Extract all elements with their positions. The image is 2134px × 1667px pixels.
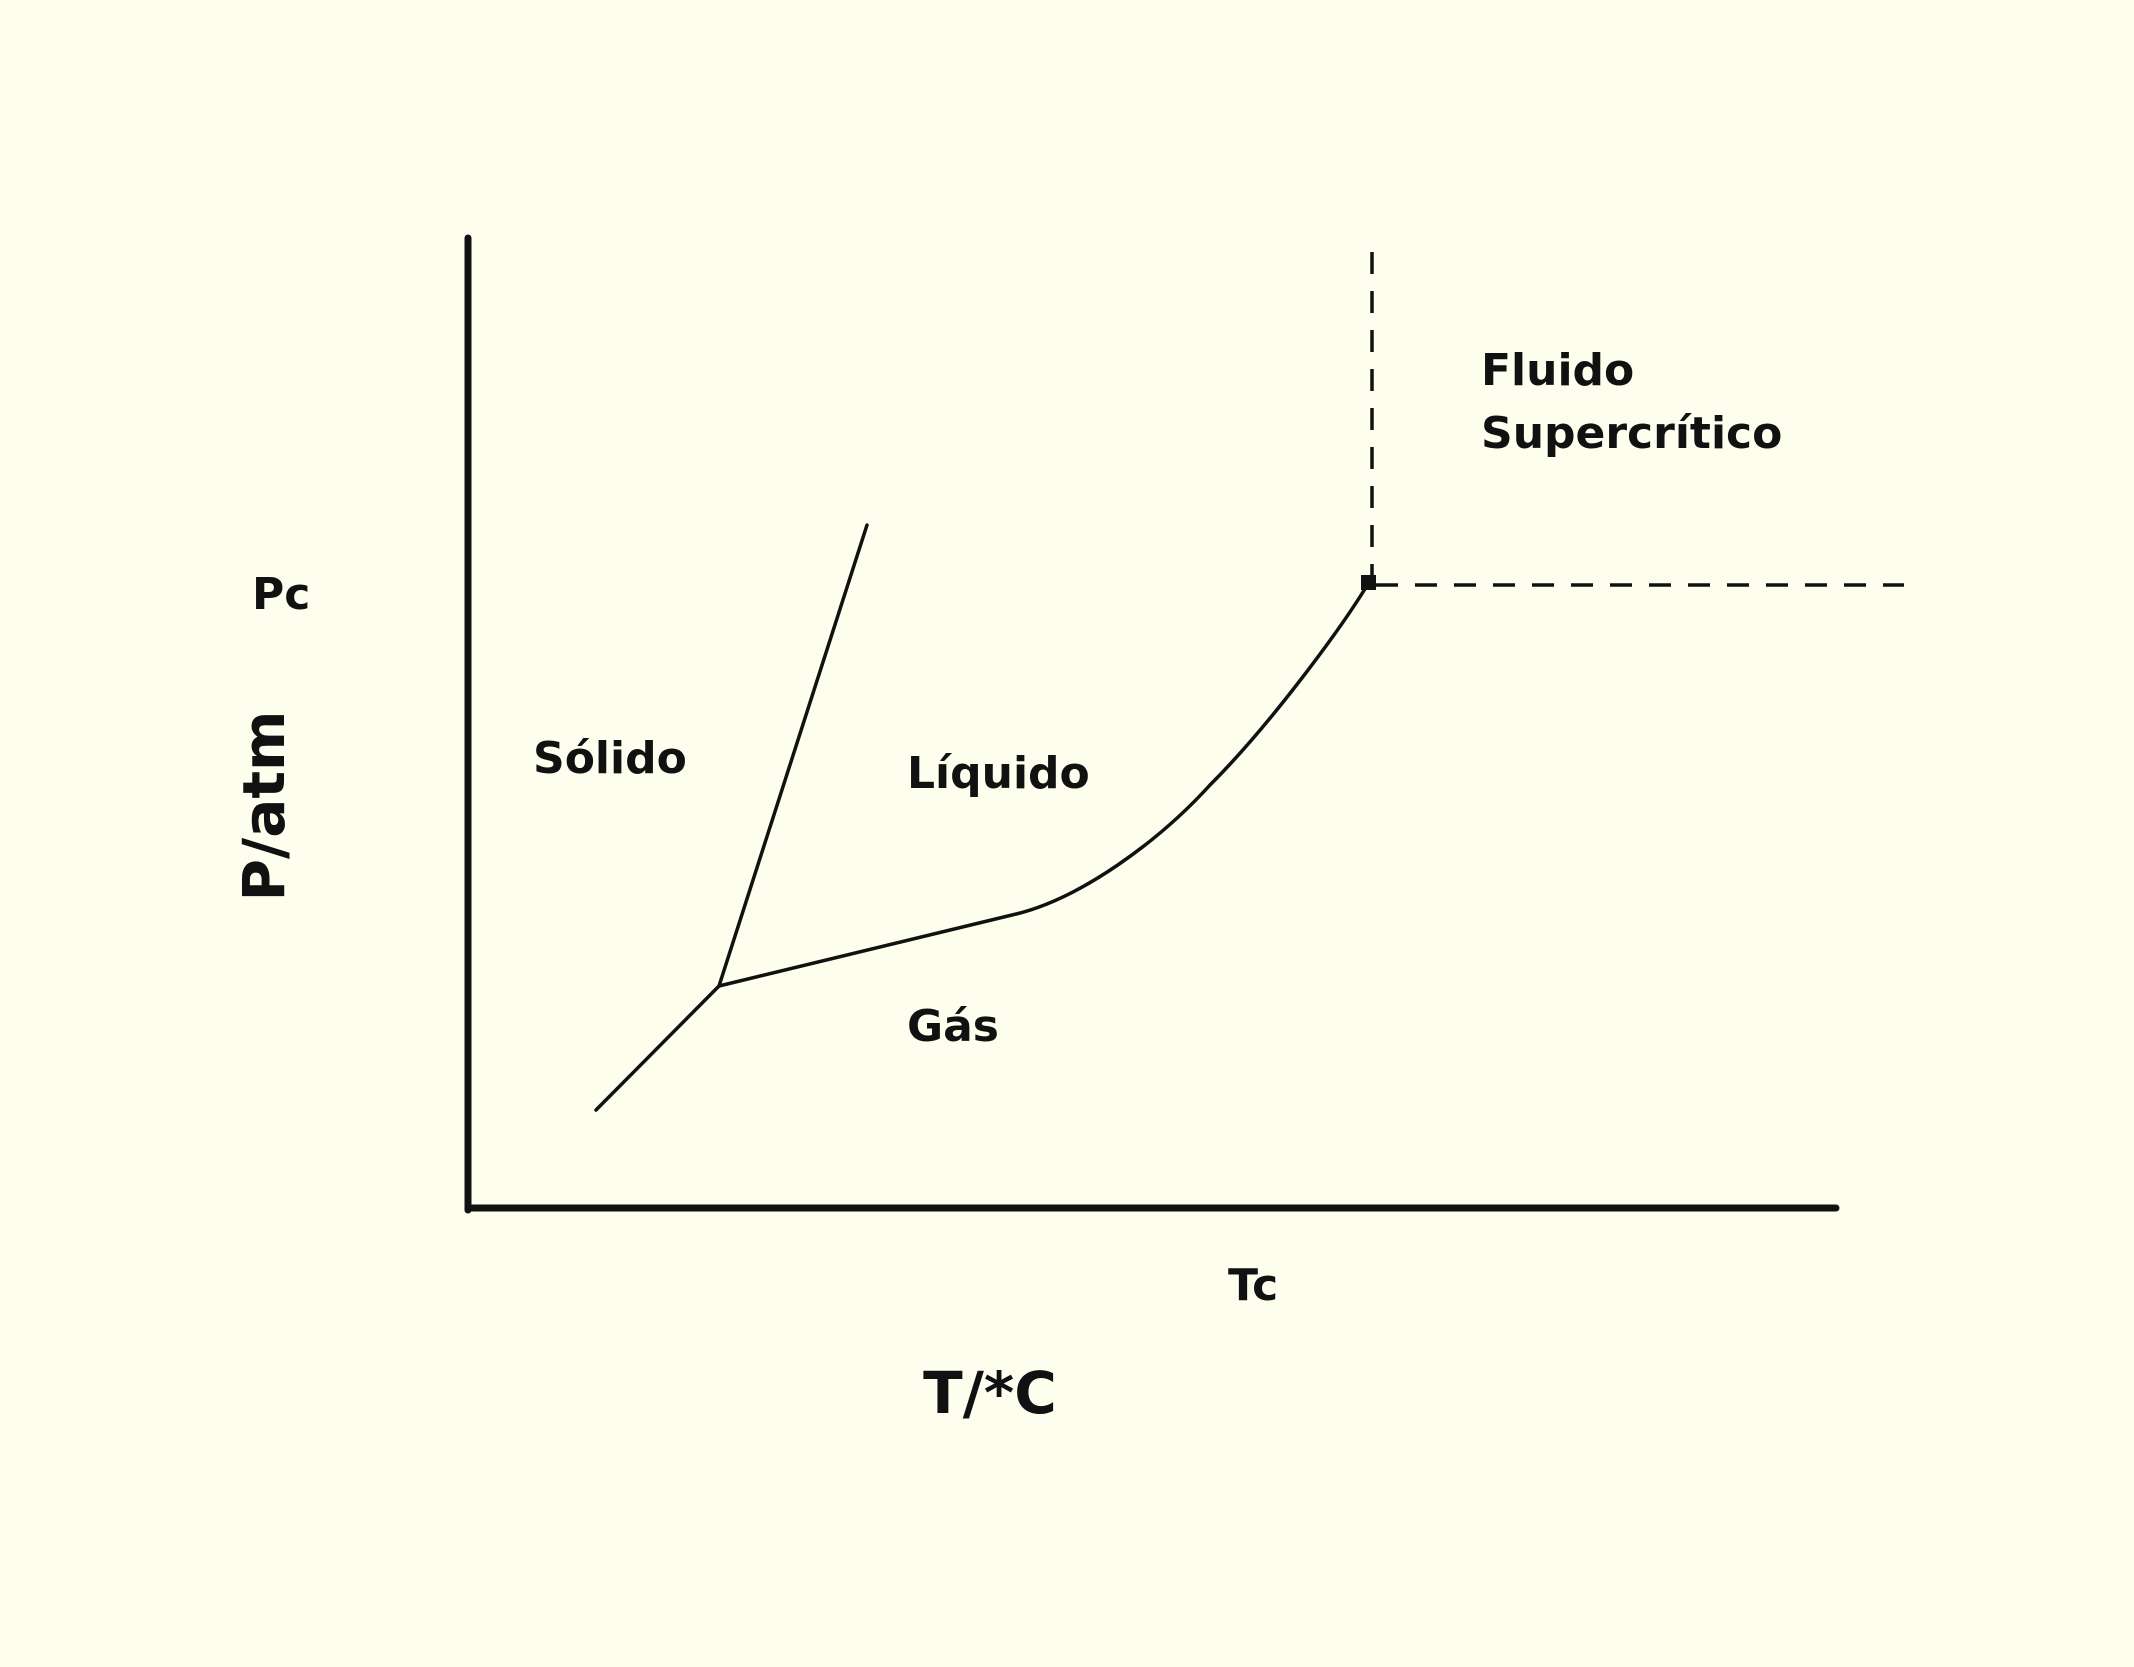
- solid-region-label: Sólido: [533, 733, 687, 784]
- supercritical-label-line2: Supercrítico: [1481, 408, 1782, 459]
- x-axis-title: T/*C: [923, 1359, 1057, 1427]
- sublimation-curve: [594, 984, 721, 1112]
- fusion-curve: [717, 523, 869, 988]
- critical-temperature-label: Tc: [1228, 1260, 1278, 1311]
- y-axis-title: P/atm: [230, 711, 298, 902]
- supercritical-label-line1: Fluido: [1481, 345, 1634, 396]
- critical-point: [1361, 575, 1376, 590]
- gas-region-label: Gás: [907, 1001, 999, 1052]
- vaporization-curve: [717, 582, 1370, 988]
- critical-pressure-label: Pc: [252, 569, 310, 620]
- liquid-region-label: Líquido: [907, 748, 1090, 799]
